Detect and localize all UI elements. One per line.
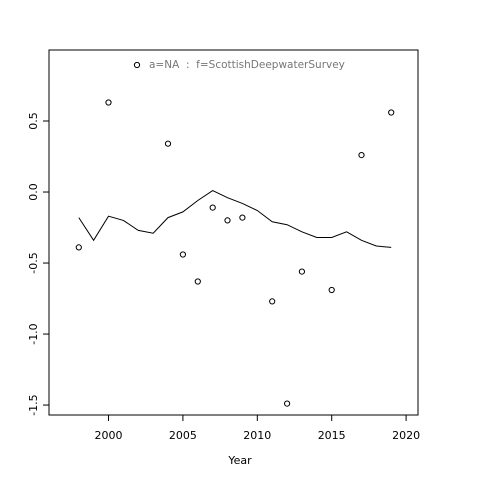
x-tick-label: 2000 xyxy=(95,429,123,442)
legend: a=NA : f=ScottishDeepwaterSurvey xyxy=(133,59,345,71)
data-point xyxy=(105,99,112,106)
x-tick-label: 2010 xyxy=(243,429,271,442)
y-tick-label: 0.5 xyxy=(27,112,40,130)
y-axis: 0.5 0.0 -0.5 -1.0 -1.5 xyxy=(27,112,49,416)
data-point xyxy=(194,278,201,285)
data-point xyxy=(358,152,365,159)
data-point xyxy=(388,109,395,116)
x-tick-label: 2015 xyxy=(318,429,346,442)
plot-frame xyxy=(48,49,419,416)
x-tick-label: 2005 xyxy=(169,429,197,442)
data-point xyxy=(269,298,276,305)
x-axis: 2000 2005 2010 2015 2020 xyxy=(95,415,420,442)
legend-label: a=NA : f=ScottishDeepwaterSurvey xyxy=(149,59,345,71)
data-point xyxy=(209,204,216,211)
data-point xyxy=(179,251,186,258)
y-tick-label: 0.0 xyxy=(27,183,40,201)
data-point xyxy=(284,400,291,407)
legend-marker xyxy=(133,61,141,69)
data-point xyxy=(164,140,172,147)
series-layer xyxy=(75,99,395,407)
data-point xyxy=(239,214,246,221)
data-point xyxy=(328,286,335,294)
y-tick-label: -1.0 xyxy=(27,323,40,344)
data-point xyxy=(298,268,305,275)
x-tick-label: 2020 xyxy=(392,429,420,442)
x-axis-title: Year xyxy=(227,454,252,467)
data-point xyxy=(75,244,82,251)
y-tick-label: -0.5 xyxy=(27,252,40,273)
fitted-line xyxy=(78,190,392,248)
y-tick-label: -1.5 xyxy=(27,394,40,415)
data-point xyxy=(224,217,231,224)
